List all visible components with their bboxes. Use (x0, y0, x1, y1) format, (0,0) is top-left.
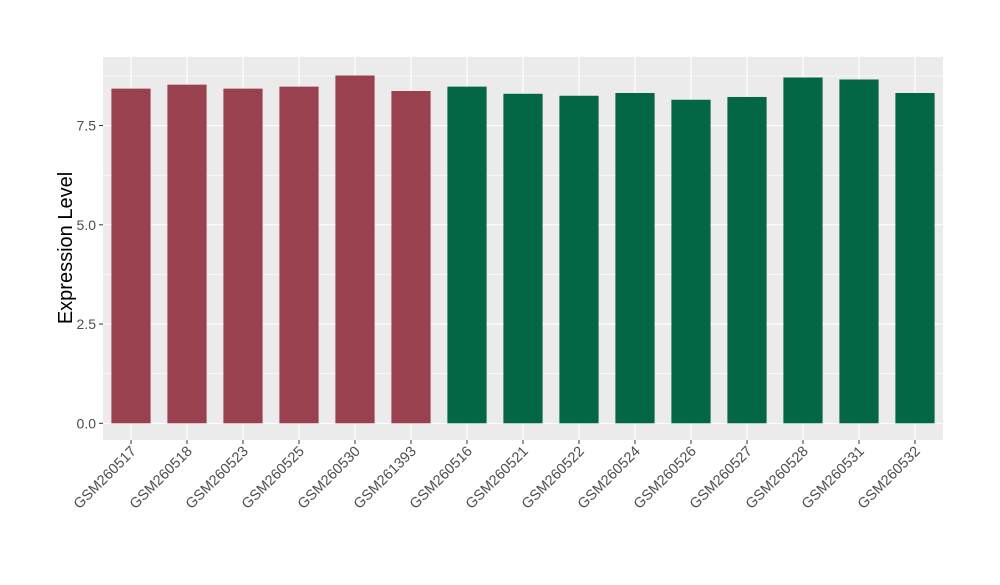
bar-GSM260525 (279, 86, 319, 424)
bar-GSM260526 (671, 99, 711, 424)
bar-GSM260530 (335, 75, 375, 424)
bar-GSM260516 (447, 86, 487, 424)
bar-GSM260527 (727, 96, 767, 424)
bar-GSM260523 (223, 88, 263, 424)
y-tick-label: 7.5 (77, 118, 97, 134)
bar-GSM261393 (391, 91, 431, 424)
y-axis: 0.0 2.5 5.0 7.5 (77, 118, 103, 431)
bar-GSM260522 (559, 95, 599, 424)
bar-GSM260518 (167, 84, 207, 424)
y-tick-label: 2.5 (77, 316, 97, 332)
bars (111, 75, 935, 424)
bar-GSM260517 (111, 88, 151, 424)
bar-GSM260531 (839, 79, 879, 424)
y-tick-label: 5.0 (77, 217, 97, 233)
x-axis: GSM260517GSM260518GSM260523GSM260525GSM2… (71, 440, 924, 512)
y-axis-label: Expression Level (55, 172, 77, 324)
bar-GSM260532 (895, 92, 935, 424)
y-tick-label: 0.0 (77, 415, 97, 431)
bar-GSM260524 (615, 92, 655, 424)
bar-GSM260528 (783, 77, 823, 424)
bar-GSM260521 (503, 93, 543, 424)
